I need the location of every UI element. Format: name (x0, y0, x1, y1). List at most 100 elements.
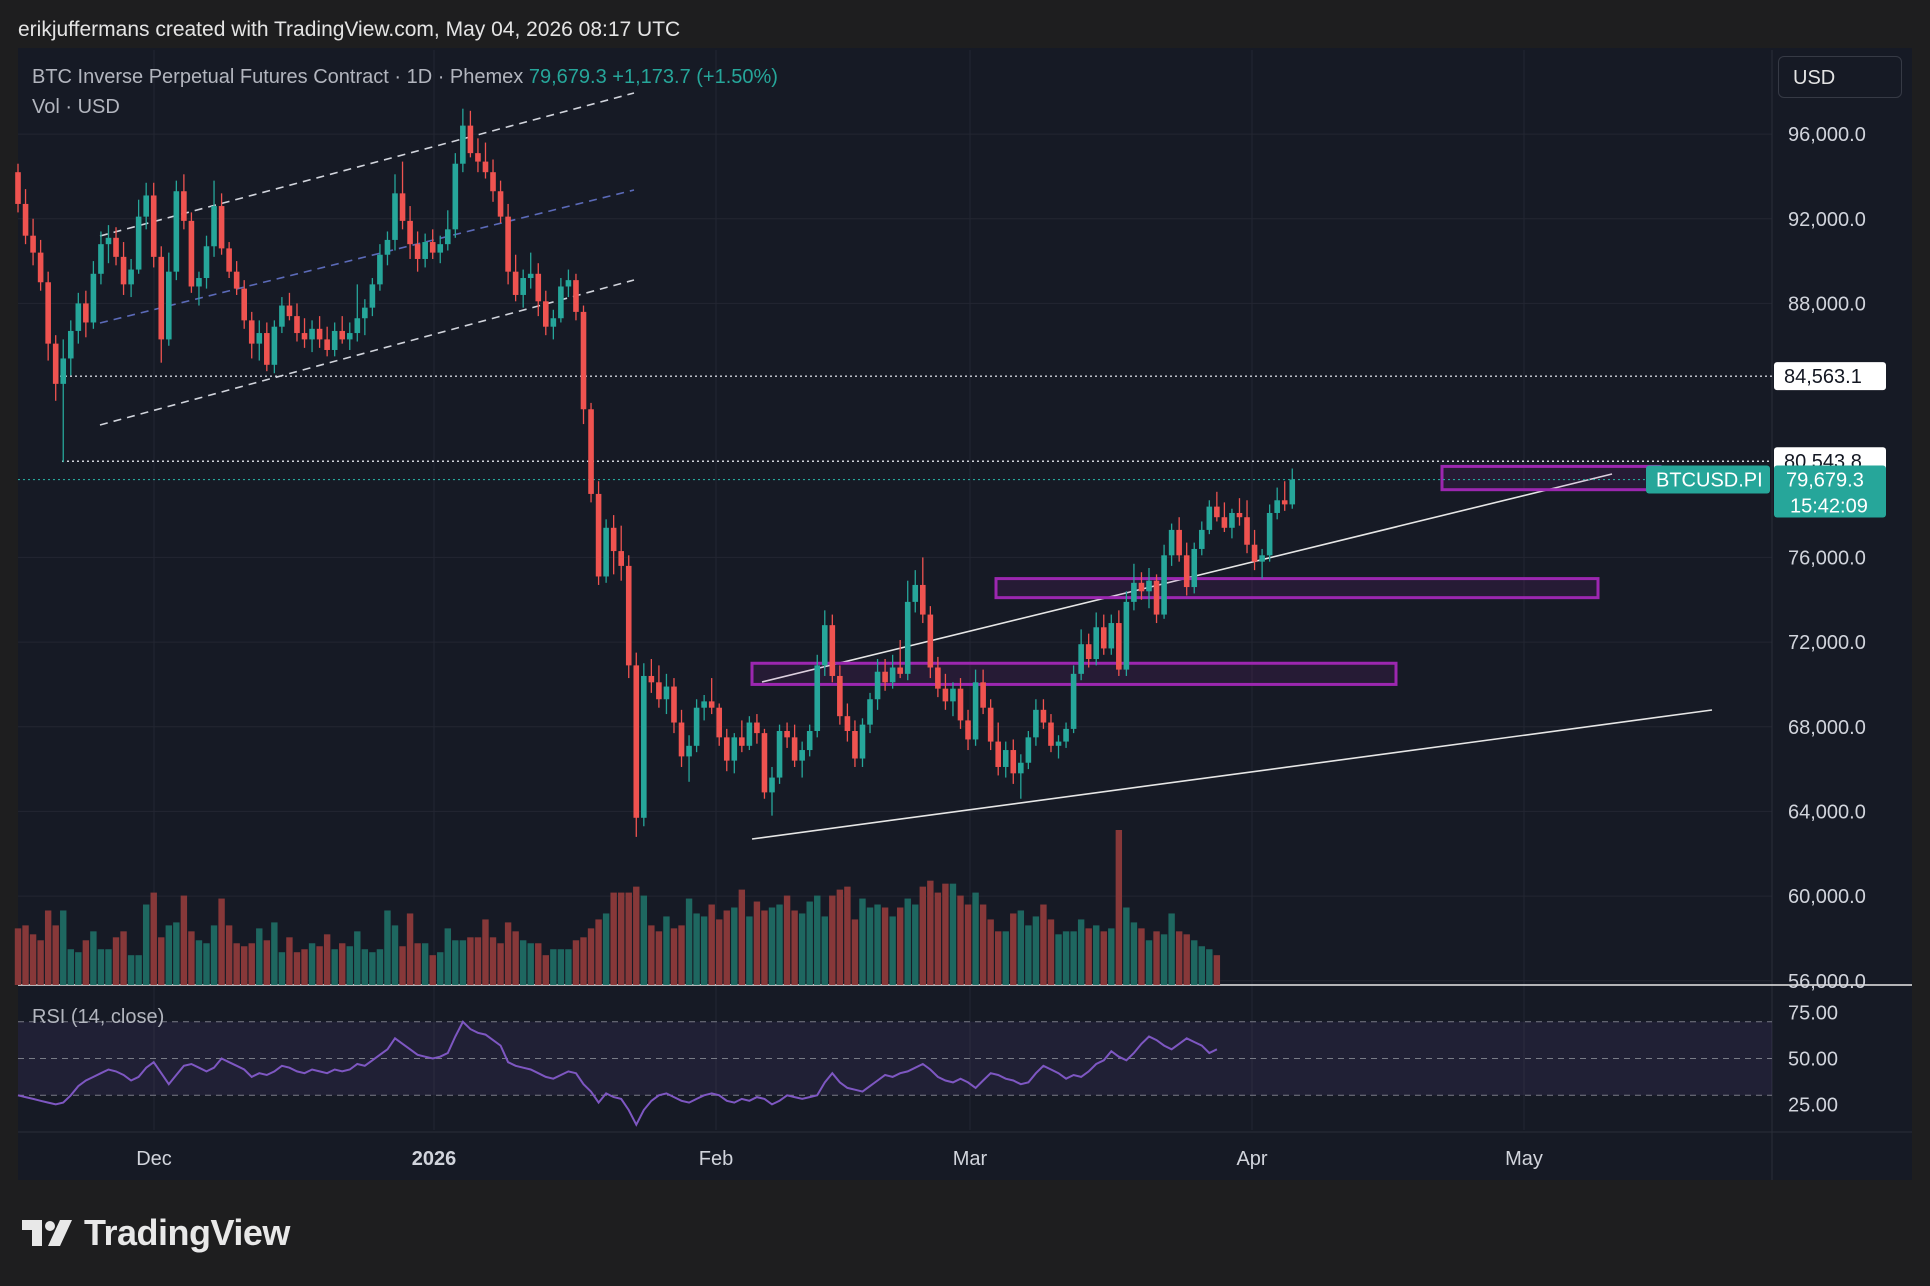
volume-bar (369, 952, 376, 985)
candle-body (475, 153, 481, 162)
candle-body (181, 191, 187, 221)
candle-body (1048, 722, 1054, 746)
candle-body (309, 328, 315, 340)
countdown-tag: 15:42:09 (1790, 496, 1868, 518)
volume-bar (52, 925, 59, 985)
volume-bar (700, 916, 708, 985)
price-axis-label: 64,000.0 (1788, 801, 1866, 823)
volume-bar (1153, 931, 1160, 985)
volume-bar (663, 916, 670, 985)
candle-body (791, 737, 798, 761)
last-price-tag: 79,679.3 (1786, 470, 1864, 492)
currency-button[interactable]: USD (1778, 56, 1902, 98)
volume-bar (625, 892, 632, 985)
candle-body (814, 665, 821, 731)
volume-bar (527, 943, 534, 985)
candle-body (603, 527, 609, 577)
candle-body (565, 280, 572, 287)
volume-bar (90, 931, 97, 985)
candles (15, 108, 1296, 837)
channel-mid-line (99, 189, 635, 324)
candle-body (1085, 644, 1092, 660)
candle-body (610, 527, 617, 552)
candle-body (1040, 709, 1047, 723)
candle-body (806, 730, 813, 751)
candle-body (294, 316, 300, 334)
volume-bar (195, 940, 203, 985)
candle-body (1259, 555, 1265, 562)
candle-body (821, 625, 828, 666)
volume-bar (489, 937, 497, 985)
volume-bar (1093, 925, 1100, 985)
candle-body (392, 193, 398, 240)
candle-body (67, 330, 74, 359)
volume-bar (459, 940, 467, 985)
supply-zone-box (994, 577, 1600, 600)
candle-body (128, 269, 134, 285)
time-axis: Dec 2026 Feb Mar Apr May (136, 1148, 1543, 1170)
volume-bar (248, 943, 255, 985)
candle-body (354, 318, 361, 334)
candle-body (1244, 517, 1250, 545)
candle-body (1183, 555, 1190, 588)
candle-body (543, 301, 549, 327)
volume-bar (376, 949, 384, 985)
tradingview-logo[interactable]: TradingView (20, 1212, 290, 1254)
volume-bar (783, 895, 791, 985)
candle-body (196, 278, 202, 287)
candle-body (60, 358, 67, 384)
candle-body (580, 311, 587, 410)
volume-bar (127, 955, 135, 985)
time-axis-label: Feb (699, 1148, 733, 1170)
candle-body (1033, 709, 1039, 738)
volume-bar (557, 949, 565, 985)
volume-bar (678, 925, 685, 985)
volume-bar (987, 919, 994, 985)
candle-body (15, 172, 21, 204)
candle-body (90, 273, 97, 323)
volume-bar (256, 928, 263, 985)
candle-body (874, 671, 881, 700)
candle-body (429, 242, 436, 253)
candle-body (641, 675, 647, 818)
volume-bar (384, 910, 391, 985)
candle-body (248, 320, 255, 344)
volume-bar (776, 904, 783, 985)
candle-body (972, 682, 979, 740)
symbol-title: BTC Inverse Perpetual Futures Contract ·… (32, 66, 524, 88)
wedge-lower-line (751, 709, 1713, 840)
volume-bar (316, 946, 323, 985)
candle-body (920, 584, 926, 615)
volume-bar (550, 949, 557, 985)
level-high-tag-bg (1774, 362, 1886, 391)
candle-body (173, 191, 180, 272)
candle-body (739, 737, 745, 746)
candle-body (656, 682, 662, 700)
volume-bar (979, 904, 987, 985)
candle-body (693, 707, 700, 746)
candle-body (497, 191, 504, 217)
volume-bar (1047, 919, 1055, 985)
candle-body (1055, 741, 1062, 746)
volume-bar (957, 895, 964, 985)
horizontal-levels (18, 375, 1772, 481)
candle-body (414, 244, 421, 259)
rsi-axis-label: 75.00 (1788, 1003, 1838, 1025)
candle-body (1236, 512, 1243, 518)
volume-bar (972, 892, 979, 985)
candle-body (912, 584, 919, 602)
candle-body (399, 193, 406, 221)
candle-body (83, 303, 89, 323)
candle-body (573, 280, 579, 312)
volume-bar (301, 949, 308, 985)
candle-body (369, 284, 376, 308)
price-axis-label: 60,000.0 (1788, 886, 1866, 908)
volume-bar (995, 931, 1002, 985)
candle-body (512, 271, 519, 295)
candle-body (1131, 582, 1137, 602)
candle-body (1093, 627, 1100, 660)
candle-body (1198, 529, 1205, 549)
candle-body (339, 330, 346, 340)
candle-body (965, 720, 971, 740)
